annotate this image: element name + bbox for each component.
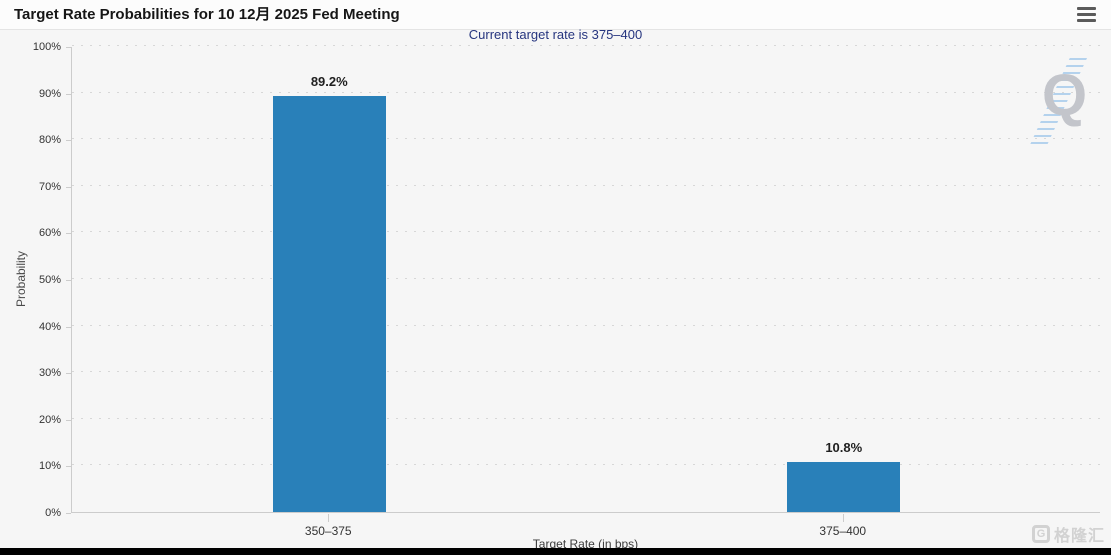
y-tick-mark [66,233,71,235]
y-tick-label: 60% [38,227,61,240]
y-tick-mark [66,419,71,421]
gridline [72,371,1100,373]
x-tick-mark [842,514,844,522]
y-tick-mark [66,47,71,48]
chart-title: Target Rate Probabilities for 10 12月 202… [14,6,400,23]
y-tick-label: 90% [38,87,61,100]
chart-subtitle: Current target rate is 375–400 [468,27,643,42]
x-axis-title: Target Rate (in bps) [532,537,639,551]
y-tick-mark [66,93,71,95]
y-tick-label: 10% [38,460,61,473]
gridline [72,91,1100,93]
gridline [72,184,1100,186]
chart-header: Target Rate Probabilities for 10 12月 202… [0,0,1111,30]
y-tick-label: 80% [38,134,61,147]
gridline [72,278,1100,279]
hamburger-icon [1077,19,1096,22]
y-tick-mark [66,466,71,468]
bar-value-label: 10.8% [825,440,863,455]
plot-area: 89.2% 10.8% [71,45,1100,513]
y-tick-mark [66,373,71,375]
y-tick-label: 50% [38,274,61,286]
bar-350–375[interactable] [272,96,386,512]
gridline [72,45,1100,46]
gridline [72,417,1100,419]
x-tick-label: 350–375 [304,524,352,538]
chart-menu-button[interactable] [1077,6,1097,23]
gridline [72,138,1100,140]
y-tick-mark [66,280,71,281]
y-tick-mark [66,513,71,514]
bar-value-label: 89.2% [310,74,348,89]
y-tick-label: 40% [38,320,61,333]
y-tick-mark [66,140,71,142]
bottom-edge-strip [0,548,1111,555]
x-tick-mark [328,514,330,522]
x-tick-label: 375–400 [819,524,867,538]
gridline [72,464,1100,466]
hamburger-icon [1077,13,1096,16]
y-tick-mark [66,186,71,188]
gridline [72,231,1100,233]
gridline [72,324,1100,326]
y-tick-mark [66,326,71,328]
y-tick-label: 20% [38,413,61,426]
bar-375–400[interactable] [787,462,901,512]
y-tick-label: 70% [38,180,61,193]
y-tick-label: 100% [32,41,61,53]
y-tick-label: 30% [38,367,61,380]
y-tick-label: 0% [45,507,61,519]
hamburger-icon [1077,7,1096,10]
